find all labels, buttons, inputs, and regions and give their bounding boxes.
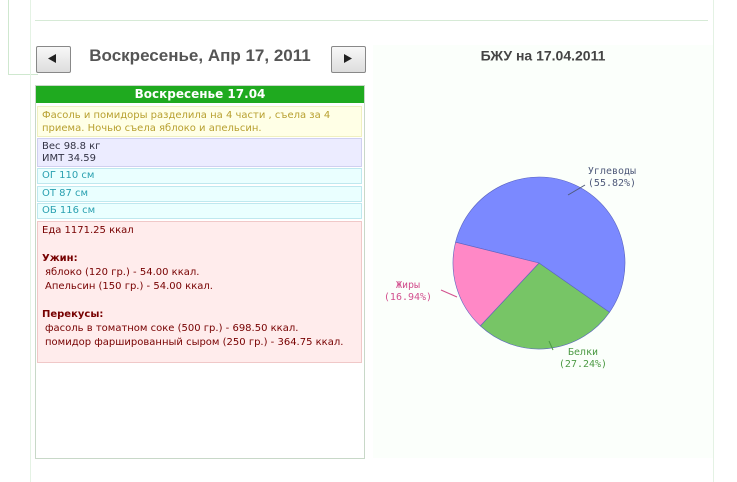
slice-value-label: (27.24%)	[559, 359, 607, 370]
date-title: Воскресенье, Апр 17, 2011	[89, 46, 311, 65]
divider	[35, 20, 708, 21]
meal-item: помидор фаршированный сыром (250 гр.) - …	[45, 337, 344, 348]
pie-slice	[455, 176, 626, 313]
next-button[interactable]	[331, 46, 366, 73]
leader-line	[567, 184, 586, 196]
weight: Вес 98.8 кг	[42, 141, 101, 152]
prev-button[interactable]	[36, 46, 71, 73]
meal-item: фасоль в томатном соке (500 гр.) - 698.5…	[45, 323, 299, 334]
leader-line	[548, 340, 554, 351]
slice-label: Углеводы	[588, 166, 636, 177]
measure: ОГ 110 см	[37, 168, 362, 184]
frame	[8, 0, 38, 75]
meal-item: Апельсин (150 гр.) - 54.00 ккал.	[45, 281, 213, 292]
food-total: Еда 1171.25 ккал	[42, 225, 134, 236]
chart: БЖУ на 17.04.2011 Углеводы(55.82%)Белки(…	[384, 48, 636, 370]
bmi: ИМТ 34.59	[42, 153, 97, 164]
measure: ОБ 116 см	[37, 203, 362, 219]
meal-name: Перекусы:	[42, 309, 104, 320]
weight-row: Вес 98.8 кг ИМТ 34.59	[37, 138, 362, 167]
slice-value-label: (55.82%)	[588, 178, 636, 189]
pie-slice	[479, 262, 610, 350]
frame	[30, 0, 714, 482]
day-panel	[35, 85, 365, 459]
meal-item: яблоко (120 гр.) - 54.00 ккал.	[45, 267, 200, 278]
note: Фасоль и помидоры разделила на 4 части ,…	[37, 106, 362, 137]
slice-label: Белки	[568, 347, 598, 358]
chart-title: БЖУ на 17.04.2011	[481, 48, 606, 64]
pie-slice	[452, 241, 540, 327]
slice-label: Жиры	[396, 280, 420, 291]
day-title: Воскресенье 17.04	[36, 86, 364, 103]
leader-line	[440, 289, 458, 298]
food-row: Еда 1171.25 ккал Ужин: яблоко (120 гр.) -…	[37, 221, 362, 363]
meal-name: Ужин:	[42, 253, 78, 264]
measure: ОТ 87 см	[37, 185, 362, 202]
slice-value-label: (16.94%)	[384, 292, 432, 303]
